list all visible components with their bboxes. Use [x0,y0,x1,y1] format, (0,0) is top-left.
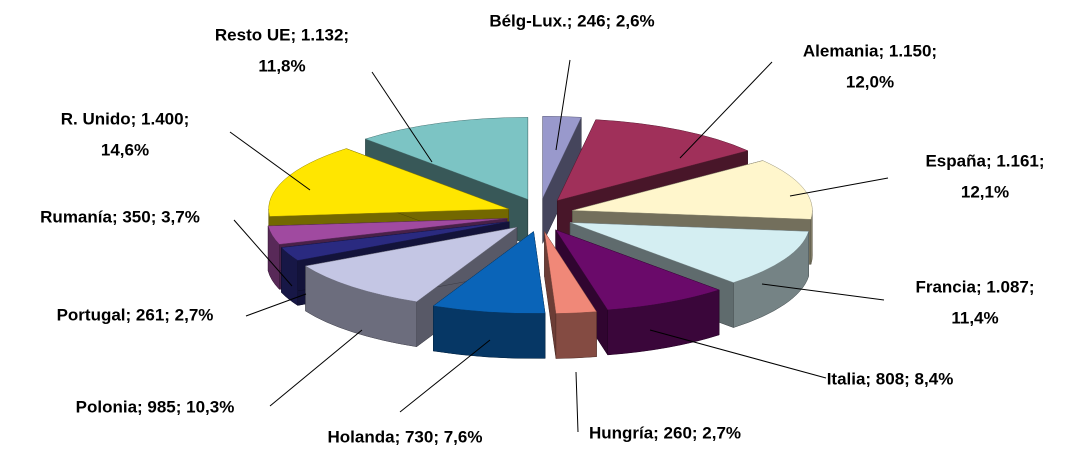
leader-line [555,59,571,151]
data-label: 11,8% [258,56,305,75]
leader-line [233,219,293,287]
data-label: Hungría; 260; 2,7% [589,423,741,442]
data-label: Polonia; 985; 10,3% [76,397,235,416]
data-label: Italia; 808; 8,4% [827,369,954,388]
data-label: 11,4% [951,308,998,327]
data-label: Alemania; 1.150; [803,41,937,60]
data-label: 12,1% [961,182,1009,201]
slice-top [432,231,546,314]
leader-line [575,371,579,433]
data-label: Holanda; 730; 7,6% [328,427,483,446]
data-label: Rumanía; 350; 3,7% [40,207,200,226]
slice-top [569,222,809,283]
data-label: España; 1.161; [925,151,1044,170]
leader-line [679,61,773,159]
slice-top [544,231,597,314]
slice-wall [555,311,597,359]
slice-top [267,218,508,245]
slice [432,230,546,359]
data-label: Portugal; 261; 2,7% [57,305,214,324]
slice-top [555,229,720,311]
data-label: Francia; 1.087; [915,277,1034,296]
leader-line [399,339,491,413]
leader-line [649,329,827,379]
data-label: 12,0% [846,72,894,91]
leader-line [229,131,311,191]
leader-line [371,71,433,163]
slice-top [542,116,582,199]
slice-top [556,119,749,201]
slice-top [572,160,813,220]
slice-wall [433,305,546,359]
data-label: Resto UE; 1.132; [215,25,349,44]
slice [544,230,597,359]
data-label: R. Unido; 1.400; [61,109,189,128]
leader-line [269,329,363,407]
data-label: Bélg-Lux.; 246; 2,6% [489,11,654,30]
data-label: 14,6% [101,140,149,159]
slice-top [304,226,518,302]
leader-line [245,293,307,317]
leader-line [761,283,885,301]
slice-top [280,221,510,261]
leader-line [789,177,889,197]
slice-top [268,148,509,217]
slice-top [364,117,529,200]
